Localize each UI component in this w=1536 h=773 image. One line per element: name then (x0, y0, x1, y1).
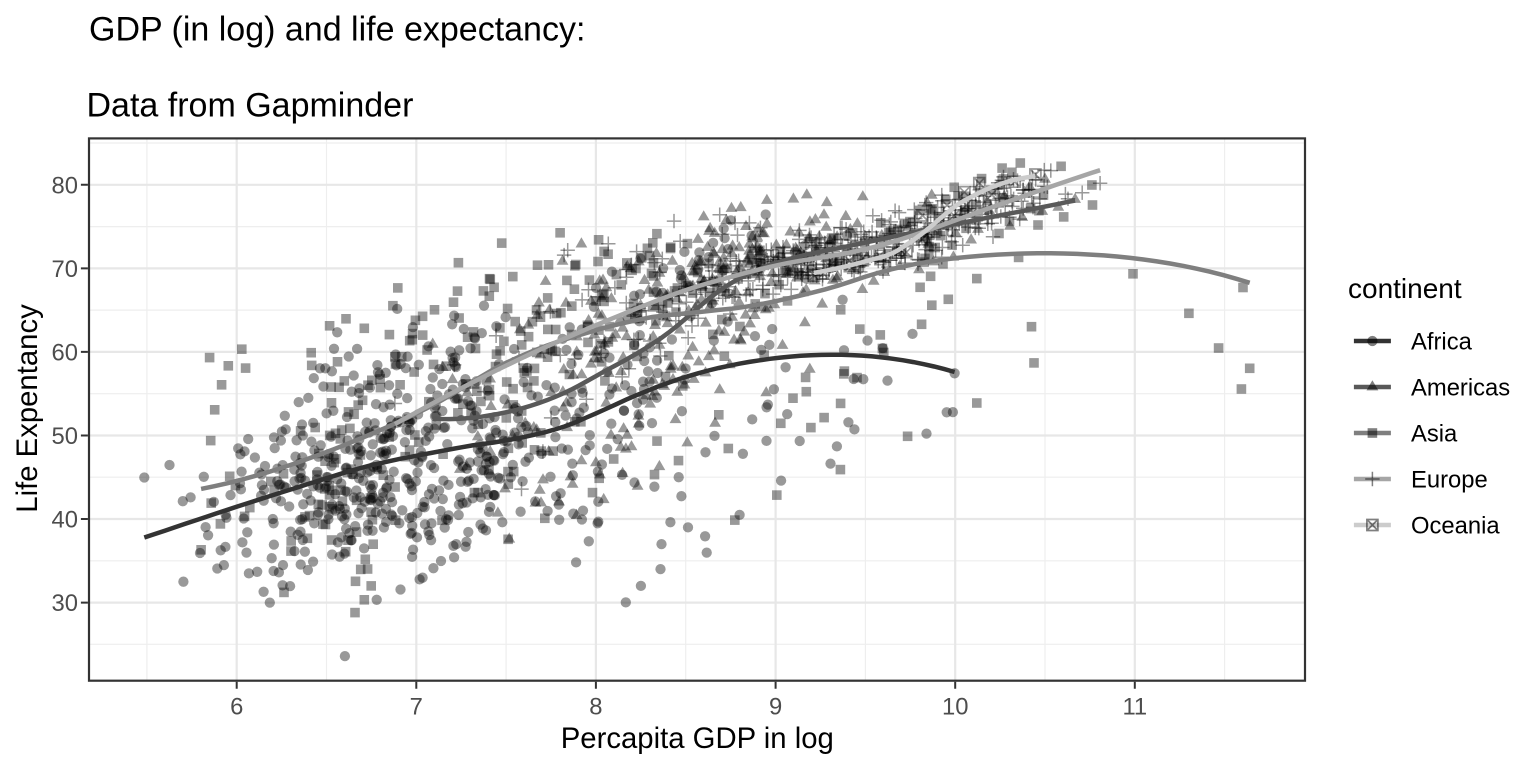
svg-text:Data from Gapminder: Data from Gapminder (87, 87, 414, 125)
svg-text:30: 30 (52, 590, 78, 617)
svg-text:50: 50 (52, 423, 78, 450)
svg-text:Asia: Asia (1411, 420, 1458, 447)
svg-text:continent: continent (1348, 273, 1462, 304)
svg-text:Europe: Europe (1411, 466, 1488, 493)
svg-text:60: 60 (52, 339, 78, 366)
svg-text:8: 8 (589, 694, 602, 721)
svg-text:Oceania: Oceania (1411, 512, 1500, 539)
svg-text:11: 11 (1122, 694, 1147, 721)
svg-text:40: 40 (52, 507, 78, 534)
svg-text:9: 9 (769, 694, 782, 721)
svg-text:Americas: Americas (1411, 374, 1510, 401)
svg-text:6: 6 (230, 694, 243, 721)
svg-text:80: 80 (52, 172, 78, 199)
svg-text:7: 7 (410, 694, 423, 721)
svg-text:GDP (in log) and life expectan: GDP (in log) and life expectancy: (89, 11, 585, 49)
svg-text:Africa: Africa (1411, 328, 1473, 355)
svg-text:10: 10 (942, 694, 968, 721)
svg-text:Percapita GDP in log: Percapita GDP in log (561, 722, 834, 755)
svg-text:70: 70 (52, 256, 78, 283)
svg-text:Life Expentancy: Life Expentancy (11, 304, 44, 513)
